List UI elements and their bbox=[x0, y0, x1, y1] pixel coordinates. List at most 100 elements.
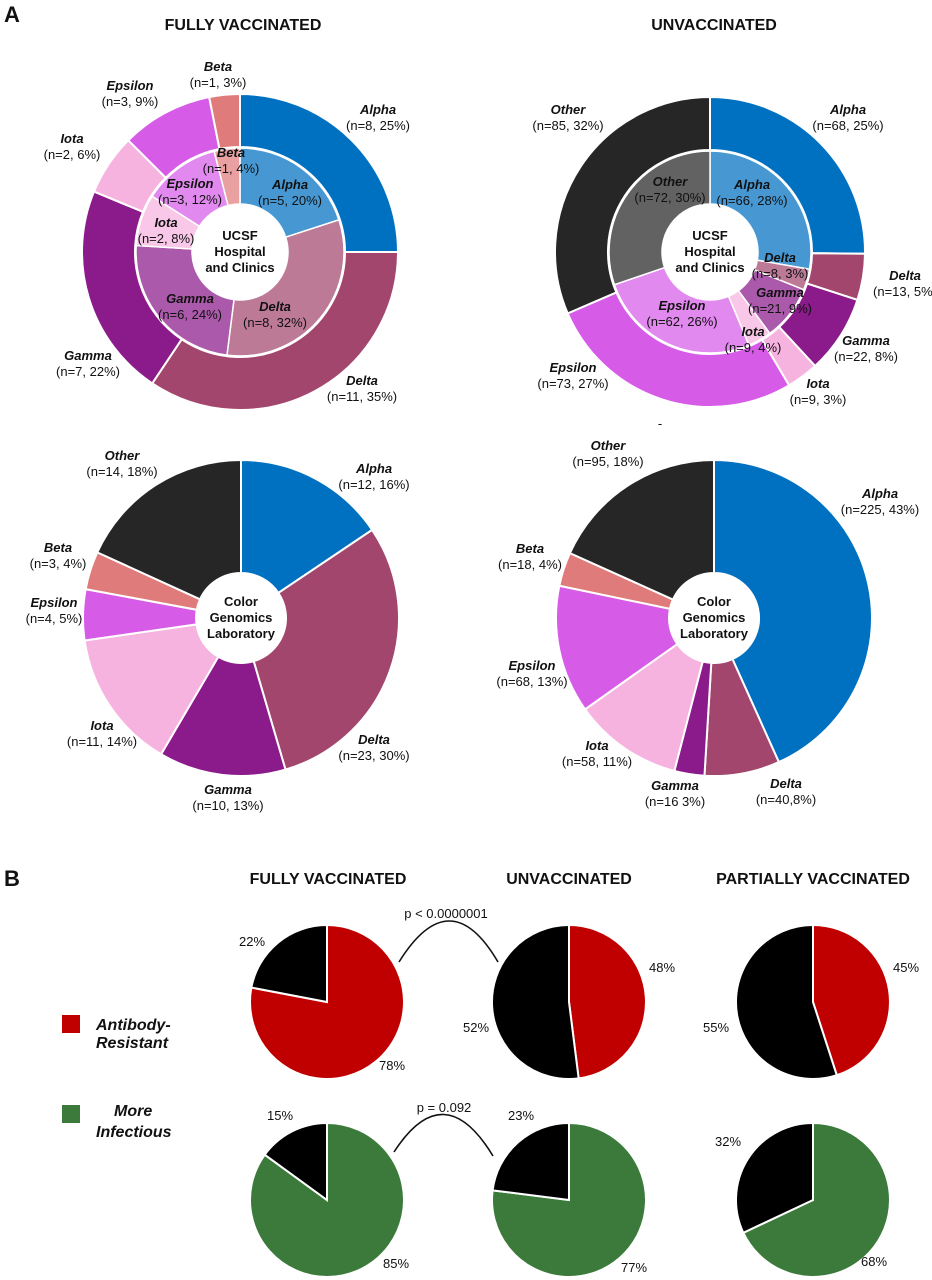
ucsf-fully-vaccinated-inner-beta-name: Beta bbox=[217, 145, 245, 160]
ucsf-fully-vaccinated-outer-iota-name: Iota bbox=[60, 131, 83, 146]
b-antibody-resistant-unvaccinated-antibody-resistant-slice bbox=[568, 923, 647, 1080]
ucsf-unvaccinated-inner-iota-count: (n=9, 4%) bbox=[725, 340, 782, 355]
ucsf-fully-vaccinated-inner-epsilon-name: Epsilon bbox=[167, 176, 214, 191]
ucsf-fully-vaccinated-inner-epsilon-count: (n=3, 12%) bbox=[158, 192, 222, 207]
ucsf-fully-vaccinated-outer-epsilon-name: Epsilon bbox=[107, 78, 154, 93]
ucsf-fully-vaccinated-inner-iota-count: (n=2, 8%) bbox=[138, 231, 195, 246]
ucsf-unvaccinated-inner-other-count: (n=72, 30%) bbox=[634, 190, 705, 205]
color-unvaccinated-iota-count: (n=58, 11%) bbox=[562, 754, 632, 769]
p-value-antibody-resistant: p < 0.0000001 bbox=[404, 906, 488, 921]
color-unvaccinated-beta-name: Beta bbox=[516, 541, 544, 556]
ucsf-unvaccinated-inner-other-name: Other bbox=[653, 174, 689, 189]
color-fully-vaccinated-gamma-count: (n=10, 13%) bbox=[192, 798, 263, 813]
color-fully-vaccinated-other-slice bbox=[95, 458, 242, 601]
b-more-infectious-fully-vaccinated-other-pct-label: 15% bbox=[267, 1108, 293, 1123]
ucsf-fully-vaccinated-outer-delta-name: Delta bbox=[346, 373, 378, 388]
ucsf-fully-vaccinated-center-hole bbox=[192, 204, 288, 300]
ucsf-fully-vaccinated-center-label-3: and Clinics bbox=[205, 260, 274, 275]
panel-a-title-fully-vaccinated: FULLY VACCINATED bbox=[165, 17, 322, 34]
ucsf-fully-vaccinated-outer-alpha-count: (n=8, 25%) bbox=[346, 118, 410, 133]
ucsf-unvaccinated-ring-divider bbox=[607, 149, 813, 355]
legend-label-antibody-resistant-line1: Antibody- bbox=[95, 1017, 171, 1034]
color-fully-vaccinated-beta-count: (n=3, 4%) bbox=[30, 556, 87, 571]
panel-b-title-fully-vaccinated: FULLY VACCINATED bbox=[250, 871, 407, 888]
color-fully-vaccinated-iota-name: Iota bbox=[90, 718, 113, 733]
ucsf-unvaccinated-outer-epsilon-count: (n=73, 27%) bbox=[537, 376, 608, 391]
color-unvaccinated-center-label-1: Color bbox=[697, 594, 731, 609]
color-fully-vaccinated-alpha-slice bbox=[240, 458, 374, 595]
ucsf-unvaccinated-outer-other-name: Other bbox=[551, 102, 587, 117]
b-antibody-resistant-fully-vaccinated-antibody-resistant-slice bbox=[248, 923, 405, 1080]
color-fully-vaccinated-center-hole bbox=[197, 574, 285, 662]
color-unvaccinated-gamma-name: Gamma bbox=[651, 778, 699, 793]
legend-swatch-antibody-resistant bbox=[62, 1015, 80, 1033]
b-more-infectious-fully-vaccinated-more-infectious-pct-label: 85% bbox=[383, 1256, 409, 1271]
panel-b-title-partially-vaccinated: PARTIALLY VACCINATED bbox=[716, 871, 910, 888]
ucsf-unvaccinated-inner-gamma-name: Gamma bbox=[756, 285, 804, 300]
ucsf-fully-vaccinated-outer-iota-count: (n=2, 6%) bbox=[44, 147, 101, 162]
ucsf-fully-vaccinated-center-label-2: Hospital bbox=[214, 244, 265, 259]
panel-b-label: B bbox=[4, 866, 20, 891]
ucsf-unvaccinated-inner-gamma-count: (n=21, 9%) bbox=[748, 301, 812, 316]
panel-b-title-unvaccinated: UNVACCINATED bbox=[506, 871, 632, 888]
b-antibody-resistant-partially-vaccinated-chart: 45% 55% bbox=[703, 923, 919, 1080]
color-unvaccinated-alpha-name: Alpha bbox=[861, 486, 898, 501]
ucsf-unvaccinated-inner-alpha-count: (n=66, 28%) bbox=[716, 193, 787, 208]
color-fully-vaccinated-epsilon-name: Epsilon bbox=[31, 595, 78, 610]
ucsf-fully-vaccinated-inner-iota-name: Iota bbox=[154, 215, 177, 230]
color-fully-vaccinated-alpha-count: (n=12, 16%) bbox=[338, 477, 409, 492]
ucsf-unvaccinated-inner-delta-name: Delta bbox=[764, 250, 796, 265]
b-more-infectious-unvaccinated-more-infectious-slice bbox=[491, 1121, 647, 1278]
ucsf-unvaccinated-outer-alpha-name: Alpha bbox=[829, 102, 866, 117]
color-fully-vaccinated-center-label-3: Laboratory bbox=[207, 626, 276, 641]
color-unvaccinated-epsilon-count: (n=68, 13%) bbox=[496, 674, 567, 689]
color-fully-vaccinated-center-label-2: Genomics bbox=[210, 610, 273, 625]
legend-label-antibody-resistant-line2: Resistant bbox=[96, 1035, 169, 1052]
color-fully-vaccinated-other-name: Other bbox=[105, 448, 141, 463]
ucsf-fully-vaccinated-outer-delta-count: (n=11, 35%) bbox=[327, 389, 397, 404]
b-more-infectious-unvaccinated-other-pct-label: 23% bbox=[508, 1108, 534, 1123]
ucsf-fully-vaccinated-inner-gamma-name: Gamma bbox=[166, 291, 214, 306]
stray-mark: - bbox=[658, 416, 662, 431]
ucsf-fully-vaccinated-inner-delta-count: (n=8, 32%) bbox=[243, 315, 307, 330]
ucsf-fully-vaccinated-ring-divider bbox=[134, 146, 346, 358]
legend-label-more-infectious-line1: More bbox=[114, 1103, 152, 1120]
color-fully-vaccinated-gamma-name: Gamma bbox=[204, 782, 252, 797]
b-more-infectious-partially-vaccinated-more-infectious-pct-label: 68% bbox=[861, 1254, 887, 1269]
color-fully-vaccinated-beta-name: Beta bbox=[44, 540, 72, 555]
color-fully-vaccinated-iota-count: (n=11, 14%) bbox=[67, 734, 137, 749]
ucsf-unvaccinated-outer-epsilon-name: Epsilon bbox=[550, 360, 597, 375]
legend-swatch-more-infectious bbox=[62, 1105, 80, 1123]
b-antibody-resistant-partially-vaccinated-other-slice bbox=[735, 923, 839, 1080]
ucsf-unvaccinated-center-label-2: Hospital bbox=[684, 244, 735, 259]
ucsf-fully-vaccinated-inner-alpha-count: (n=5, 20%) bbox=[258, 193, 322, 208]
ucsf-unvaccinated-inner-iota-name: Iota bbox=[741, 324, 764, 339]
color-unvaccinated-alpha-count: (n=225, 43%) bbox=[841, 502, 919, 517]
color-unvaccinated-epsilon-name: Epsilon bbox=[509, 658, 556, 673]
b-more-infectious-partially-vaccinated-chart: 68% 32% bbox=[715, 1121, 891, 1278]
ucsf-fully-vaccinated-outer-gamma-name: Gamma bbox=[64, 348, 112, 363]
color-unvaccinated-gamma-count: (n=16 3%) bbox=[645, 794, 705, 809]
legend-label-more-infectious-line2: Infectious bbox=[96, 1124, 172, 1141]
b-antibody-resistant-unvaccinated-other-slice bbox=[490, 923, 580, 1080]
b-more-infectious-unvaccinated-chart: 77% 23% bbox=[491, 1108, 647, 1278]
b-antibody-resistant-fully-vaccinated-chart: 78% 22% bbox=[239, 923, 405, 1080]
panel-b-charts: 78% 22% 48% 52% 45% 55% 85% 15% 77% 23% 68% 32% bbox=[239, 923, 919, 1278]
ucsf-unvaccinated-outer-other-count: (n=85, 32%) bbox=[532, 118, 603, 133]
b-antibody-resistant-partially-vaccinated-antibody-resistant-slice bbox=[812, 923, 891, 1077]
color-unvaccinated-delta-count: (n=40,8%) bbox=[756, 792, 816, 807]
ucsf-fully-vaccinated-outer-gamma-count: (n=7, 22%) bbox=[56, 364, 120, 379]
ucsf-unvaccinated-inner-epsilon-name: Epsilon bbox=[659, 298, 706, 313]
color-unvaccinated-delta-name: Delta bbox=[770, 776, 802, 791]
b-antibody-resistant-unvaccinated-antibody-resistant-pct-label: 48% bbox=[649, 960, 675, 975]
b-antibody-resistant-fully-vaccinated-other-slice bbox=[250, 923, 328, 1004]
color-fully-vaccinated-center-label-1: Color bbox=[224, 594, 258, 609]
color-fully-vaccinated-iota-slice bbox=[83, 623, 220, 756]
ucsf-fully-vaccinated-inner-delta-name: Delta bbox=[259, 299, 291, 314]
ucsf-fully-vaccinated-outer-beta-name: Beta bbox=[204, 59, 232, 74]
comparison-arc-antibody-resistant bbox=[398, 920, 499, 963]
